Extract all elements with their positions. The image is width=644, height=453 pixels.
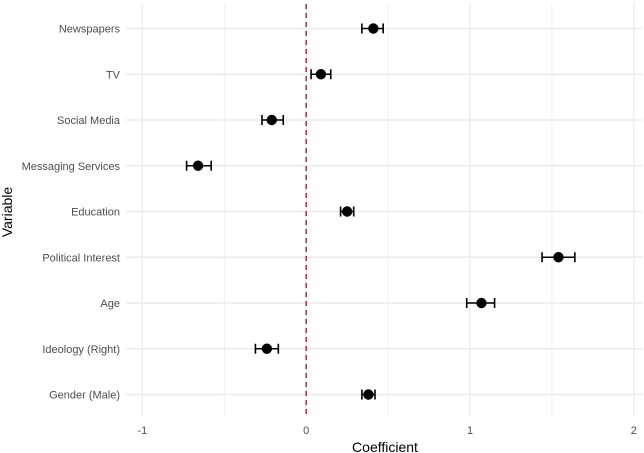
- y-tick-label: TV: [106, 69, 121, 81]
- marks-layer: [185, 23, 576, 400]
- y-tick-label: Education: [71, 207, 120, 219]
- coefficient-mark: [261, 114, 285, 126]
- y-tick-labels: Newspapers TV Social Media Messaging Servic…: [22, 24, 121, 402]
- coefficient-mark: [254, 343, 280, 354]
- y-tick-label: Ideology (Right): [42, 344, 120, 356]
- x-tick-label: 2: [631, 425, 637, 437]
- x-tick-labels: -1 0 1 2: [137, 425, 636, 437]
- y-axis-title: Variable: [0, 187, 15, 238]
- grid-layer: [126, 4, 642, 416]
- x-axis-title: Coefficient: [352, 439, 418, 453]
- x-tick-label: -1: [137, 425, 147, 437]
- estimate-point: [261, 343, 273, 354]
- coefficient-mark: [339, 206, 355, 217]
- x-tick-label: 0: [303, 425, 309, 437]
- coefficient-mark: [541, 252, 576, 263]
- coefficient-mark: [310, 69, 332, 80]
- coefficient-mark: [185, 160, 212, 171]
- coefficient-mark: [465, 297, 496, 309]
- estimate-point: [476, 297, 487, 309]
- x-tick-label: 1: [467, 425, 473, 437]
- y-tick-label: Newspapers: [59, 24, 121, 36]
- estimate-point: [266, 114, 277, 126]
- y-tick-label: Social Media: [57, 115, 121, 127]
- estimate-point: [368, 23, 379, 34]
- coefficient-mark: [361, 389, 376, 400]
- estimate-point: [192, 160, 204, 171]
- estimate-point: [553, 252, 564, 263]
- y-tick-label: Age: [100, 298, 120, 310]
- coefficient-mark: [361, 23, 384, 34]
- y-tick-label: Political Interest: [42, 252, 120, 264]
- y-tick-label: Gender (Male): [49, 390, 120, 402]
- y-tick-label: Messaging Services: [22, 161, 121, 173]
- estimate-point: [341, 206, 353, 217]
- estimate-point: [363, 389, 374, 400]
- estimate-point: [315, 69, 327, 80]
